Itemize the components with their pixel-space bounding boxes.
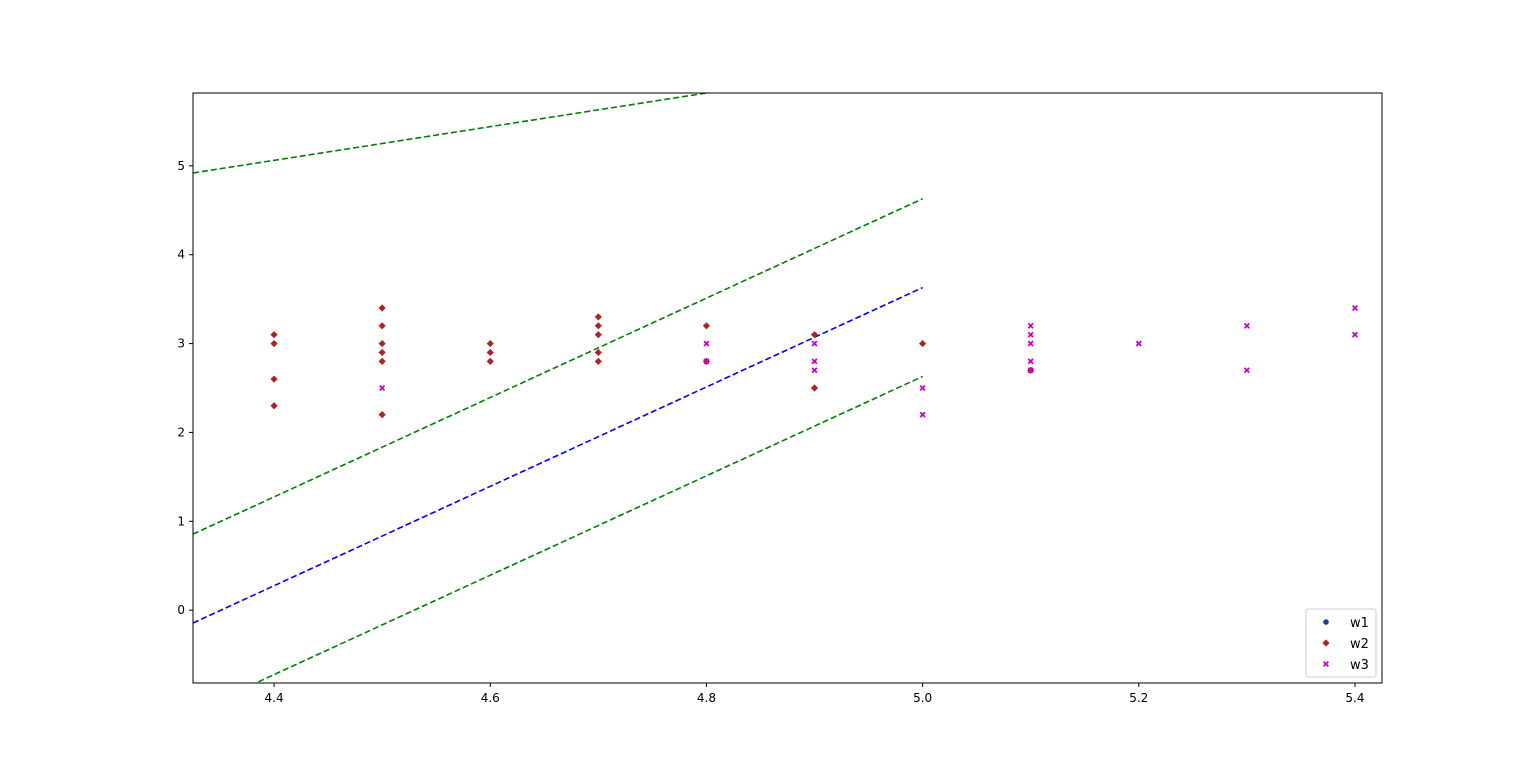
legend: w1 w2 w3	[1305, 608, 1377, 678]
point-w2-8	[378, 357, 386, 365]
decision-line-2	[193, 198, 923, 535]
plot-frame	[192, 92, 1383, 684]
point-w2-9	[378, 411, 386, 419]
point-w2-15	[594, 331, 602, 339]
legend-label-w2: w2	[1350, 637, 1369, 652]
point-w3-12	[1027, 367, 1034, 374]
decision-line-4	[253, 375, 923, 683]
y-tick-label: 3	[177, 337, 185, 351]
x-tick-label: 4.8	[697, 691, 716, 705]
point-w3-8	[1027, 322, 1034, 329]
x-tick-label: 4.4	[265, 691, 284, 705]
point-w3-13	[1135, 340, 1142, 347]
point-w3-7	[919, 411, 926, 418]
point-w2-16	[594, 348, 602, 357]
point-w2-0	[270, 331, 278, 339]
y-tick-label: 0	[177, 603, 185, 617]
point-w3-14	[1243, 322, 1250, 329]
point-w3-9	[1027, 331, 1034, 338]
point-w2-2	[270, 375, 278, 383]
point-w3-6	[919, 384, 926, 392]
point-w3-0	[379, 384, 386, 392]
legend-marker-w1	[1323, 619, 1329, 625]
point-w2-12	[486, 357, 494, 365]
point-w2-18	[702, 322, 711, 330]
point-w2-21	[810, 384, 819, 392]
point-w3-4	[811, 358, 818, 365]
y-tick-label: 4	[177, 248, 185, 262]
point-w2-13	[594, 313, 602, 321]
point-w3-16	[1351, 304, 1359, 312]
plot-area	[193, 93, 1382, 683]
point-w2-3	[270, 402, 278, 410]
point-w3-1	[703, 340, 710, 347]
point-w3-17	[1351, 331, 1359, 338]
point-w2-6	[378, 339, 386, 348]
point-w3-2	[703, 358, 710, 365]
point-w3-5	[811, 367, 818, 374]
y-tick-label: 1	[177, 514, 185, 528]
point-w2-14	[594, 322, 602, 330]
legend-marker-w2	[1322, 639, 1330, 647]
point-w2-10	[486, 339, 494, 348]
point-w3-10	[1027, 340, 1034, 347]
y-tick-label: 5	[177, 159, 185, 173]
point-w3-3	[811, 340, 818, 347]
point-w2-17	[594, 357, 602, 365]
point-w3-15	[1243, 367, 1250, 374]
point-w2-20	[810, 331, 819, 339]
point-w2-11	[486, 348, 494, 357]
x-tick-label: 5.0	[913, 691, 932, 705]
x-axis: 4.4 4.6 4.8 5.0 5.2 5.4	[265, 683, 1365, 705]
point-w3-11	[1027, 358, 1034, 365]
legend-label-w3: w3	[1350, 658, 1369, 673]
x-tick-label: 5.4	[1345, 691, 1364, 705]
x-tick-label: 4.6	[481, 691, 500, 705]
point-w2-22	[919, 339, 927, 348]
decision-line-3	[193, 286, 923, 624]
point-w2-5	[378, 322, 386, 330]
x-tick-label: 5.2	[1129, 691, 1148, 705]
legend-marker-w3	[1322, 660, 1330, 668]
decision-line-1	[193, 93, 707, 174]
point-w2-7	[378, 348, 386, 357]
data-points	[270, 304, 1359, 419]
fit-lines	[193, 93, 923, 683]
legend-label-w1: w1	[1350, 616, 1369, 631]
point-w2-1	[270, 339, 278, 348]
y-axis: 0 1 2 3 4 5	[177, 159, 193, 617]
y-tick-label: 2	[177, 425, 185, 439]
point-w2-4	[378, 304, 386, 312]
legend-box	[1305, 608, 1377, 678]
